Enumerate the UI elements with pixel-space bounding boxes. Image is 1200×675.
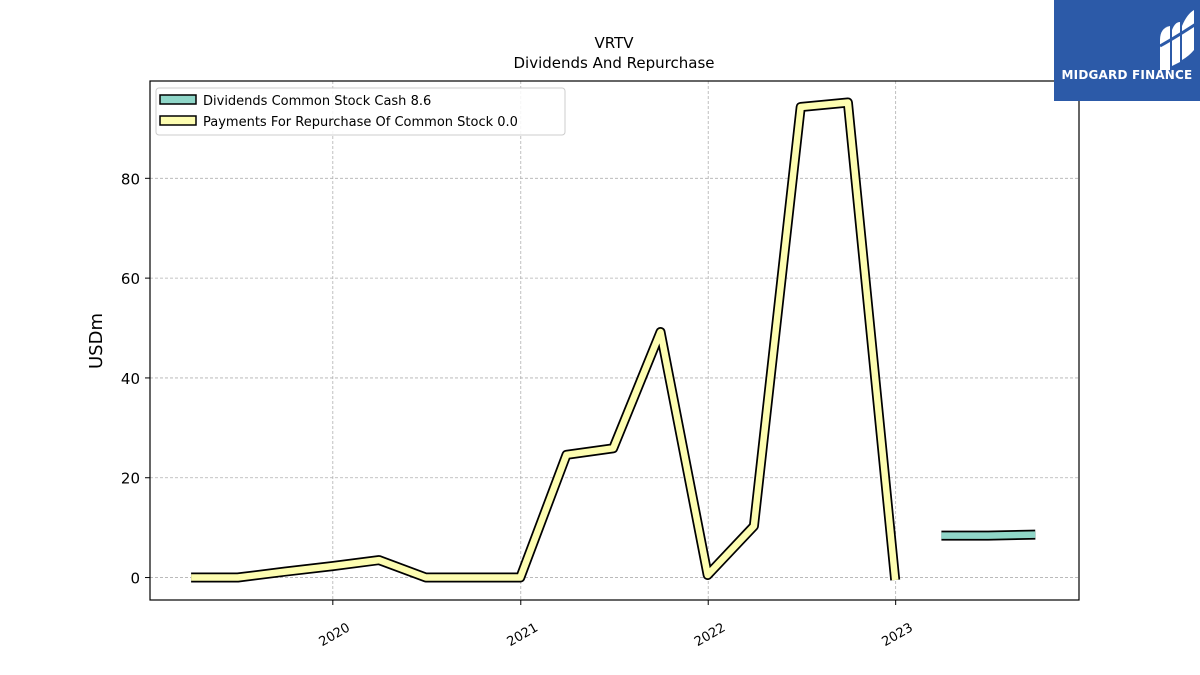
- x-tick-label: 2023: [880, 620, 916, 650]
- x-tick-label: 2020: [317, 620, 353, 650]
- legend-swatch-dividends: [159, 94, 197, 105]
- legend-box: [155, 87, 566, 136]
- x-tick-label: 2022: [692, 620, 728, 650]
- y-tick-label: 40: [121, 370, 140, 388]
- brand-name: MIDGARD FINANCE: [1061, 68, 1193, 82]
- chart-subtitle: Dividends And Repurchase: [513, 54, 714, 72]
- chart-title: VRTV: [594, 34, 634, 52]
- plot-frame: [149, 80, 1080, 601]
- x-axis-ticks: 2020 2021 2022 2023: [317, 600, 916, 650]
- y-tick-label: 60: [121, 270, 140, 288]
- series-line-repurchase: [191, 99, 899, 581]
- y-tick-label: 20: [121, 470, 140, 488]
- y-tick-label: 80: [121, 170, 140, 188]
- y-axis-ticks: 0 20 40 60 80: [121, 170, 150, 588]
- legend-label-dividends: Dividends Common Stock Cash 8.6: [203, 94, 431, 109]
- series-group: [191, 97, 1036, 583]
- y-tick-label: 0: [130, 570, 140, 588]
- legend-label-repurchase: Payments For Repurchase Of Common Stock …: [203, 115, 518, 130]
- series-line-dividends: [941, 531, 1036, 539]
- brand-logo: MIDGARD FINANCE: [1054, 0, 1200, 101]
- legend: Dividends Common Stock Cash 8.6 Payments…: [155, 87, 566, 136]
- legend-swatch-repurchase: [159, 115, 197, 126]
- y-axis-label: USDm: [86, 313, 107, 369]
- x-tick-label: 2021: [505, 620, 541, 650]
- stylized-m-logo-icon: [1159, 10, 1200, 70]
- grid-lines: [150, 81, 1079, 600]
